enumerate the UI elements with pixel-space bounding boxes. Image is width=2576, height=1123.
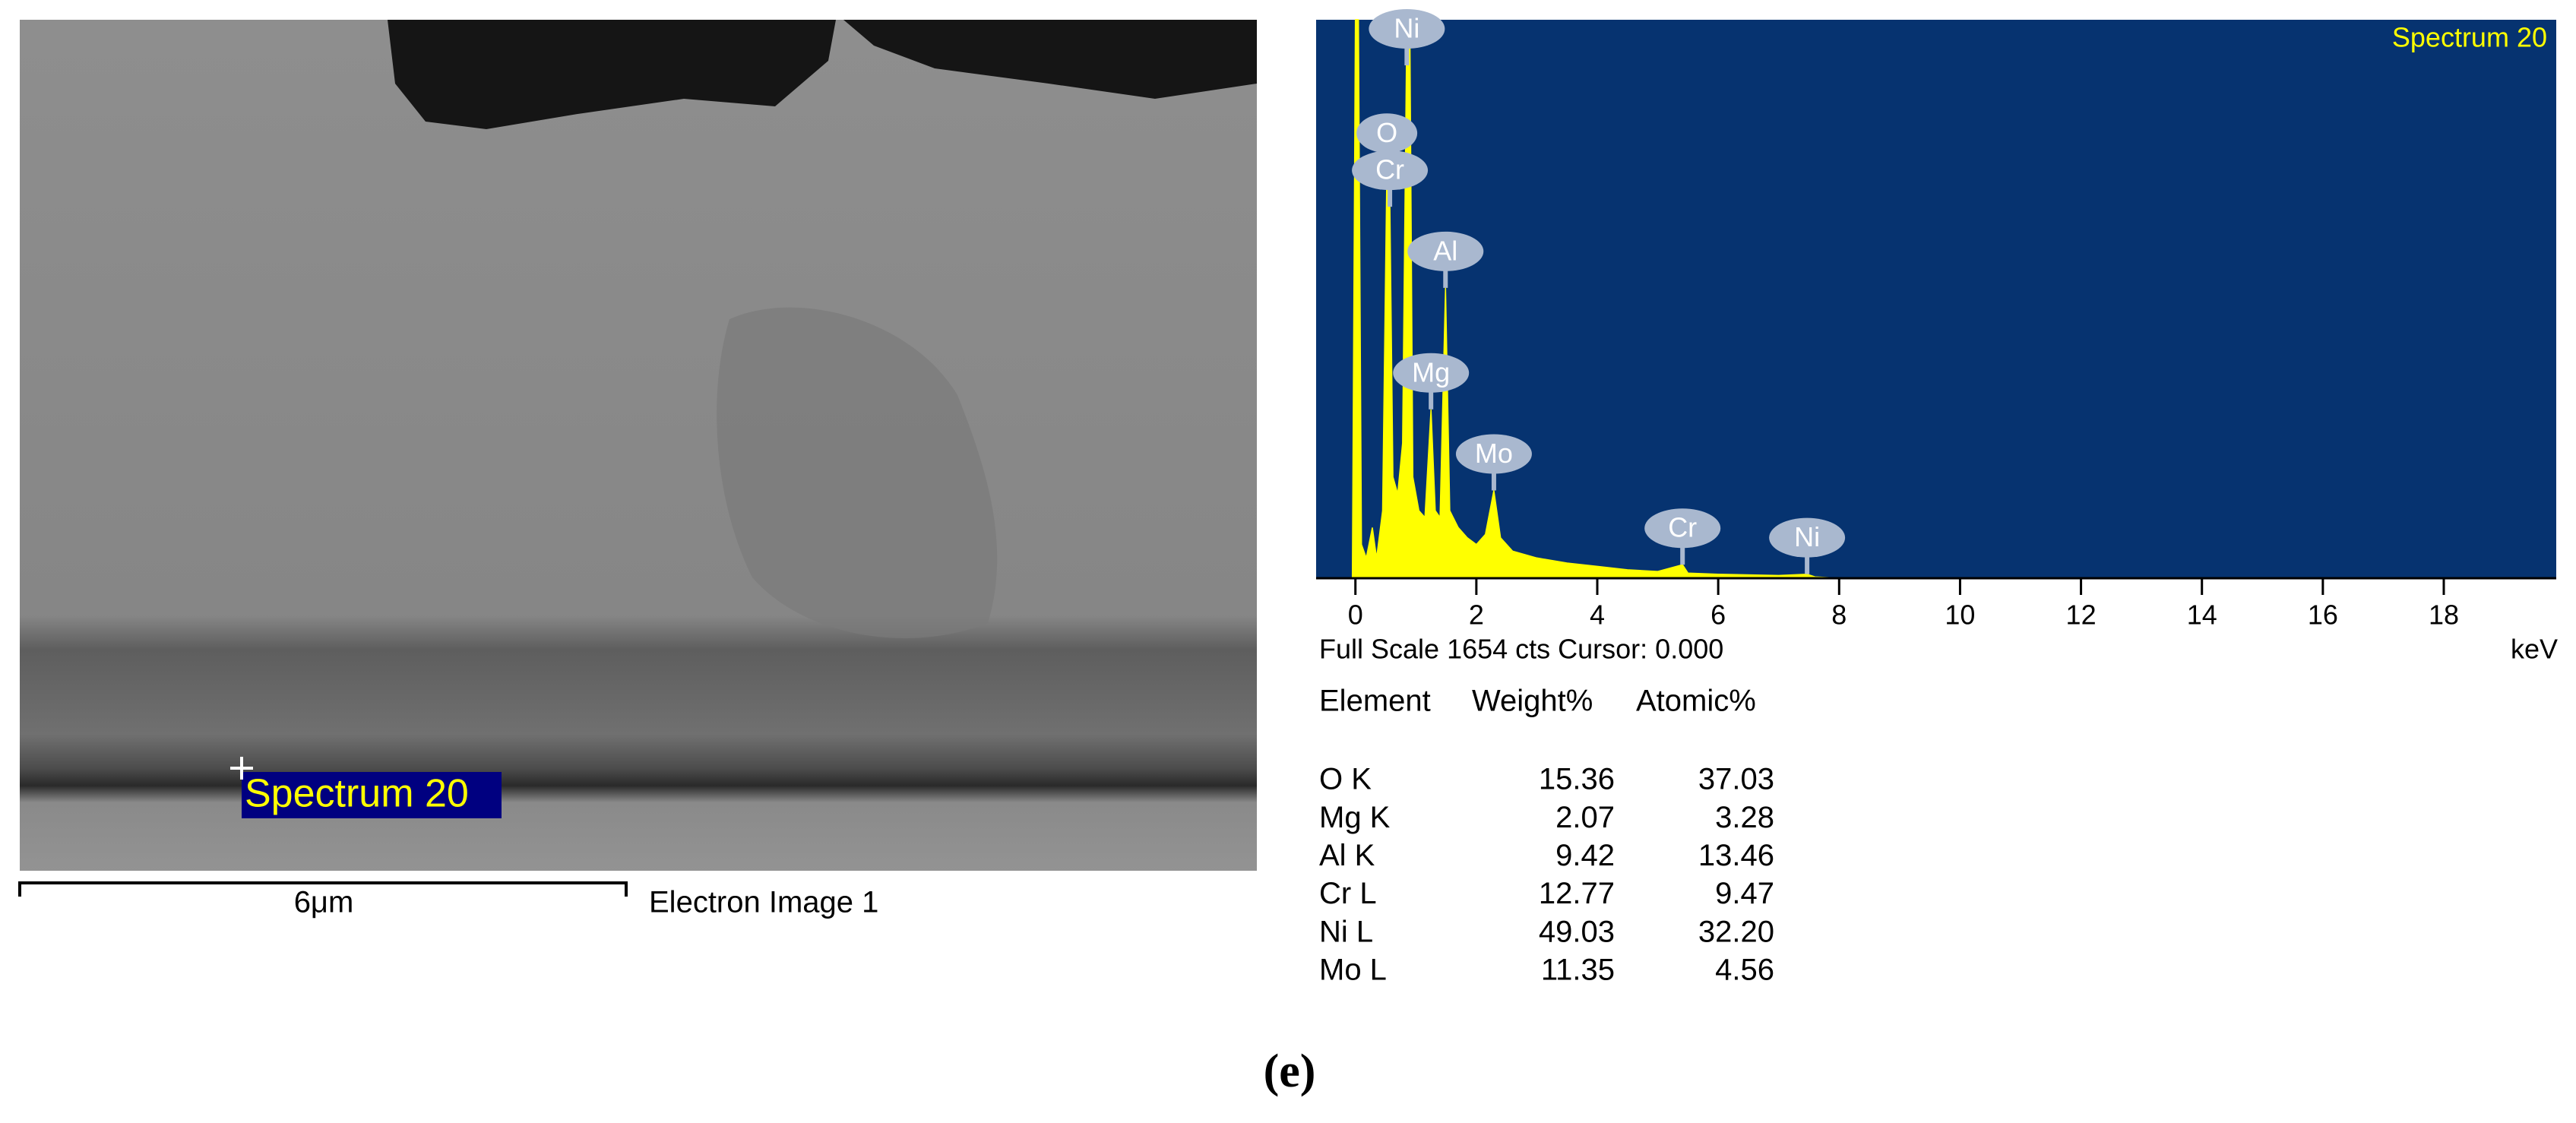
table-cell: 2.07 — [1555, 801, 1615, 834]
peak-label-bg — [1455, 434, 1532, 474]
table-cell: Mg K — [1319, 801, 1391, 834]
table-cell: 9.42 — [1555, 839, 1615, 872]
peak-label: Al — [1433, 235, 1457, 266]
x-tick-label: 0 — [1348, 599, 1363, 631]
table-cell: 37.03 — [1698, 763, 1774, 796]
x-tick-label: 10 — [1945, 599, 1975, 631]
spectrum-title: Spectrum 20 — [2392, 22, 2547, 53]
results-table: Element Weight% Atomic% O K 15.36 37.03 Mg K 2.… — [1319, 685, 1774, 987]
dark-region — [388, 20, 836, 129]
peak-label-bg — [1644, 508, 1721, 549]
table-cell: 4.56 — [1715, 954, 1774, 987]
peak-label: O — [1376, 117, 1397, 148]
table-cell: Ni L — [1319, 915, 1373, 948]
x-tick-label: 6 — [1710, 599, 1726, 631]
peak-label: Mo — [1475, 438, 1513, 469]
peak-label-bg — [1769, 517, 1846, 558]
table-cell: 9.47 — [1715, 877, 1774, 910]
spectrum-label: Spectrum 20 — [245, 772, 469, 816]
x-tick-label: 16 — [2308, 599, 2338, 631]
figure-label: (e) — [1264, 1045, 1316, 1097]
peak-label-bg — [1393, 353, 1470, 393]
x-tick-label: 12 — [2066, 599, 2097, 631]
image-caption: Electron Image 1 — [649, 886, 878, 919]
spectrum-box — [242, 772, 502, 818]
peak-label: Ni — [1394, 13, 1419, 44]
peak-label-bg — [1407, 231, 1484, 271]
x-axis-label: keV — [2511, 634, 2558, 665]
x-tick-label: 4 — [1590, 599, 1605, 631]
table-cell: Cr L — [1319, 877, 1377, 910]
x-tick-label: 2 — [1469, 599, 1484, 631]
x-tick-label: 18 — [2429, 599, 2459, 631]
textured-region — [717, 307, 998, 638]
table-cell: 13.46 — [1698, 839, 1774, 872]
table-cell: 11.35 — [1541, 954, 1615, 987]
table-header: Atomic% — [1636, 685, 1756, 718]
peak-label-bg — [1356, 113, 1418, 153]
table-cell: 49.03 — [1539, 915, 1615, 948]
x-tick-label: 14 — [2187, 599, 2217, 631]
table-cell: 15.36 — [1539, 763, 1615, 796]
spectrum: Spectrum 20 keV Full Scale 1654 cts Curs… — [1316, 9, 2558, 665]
electron-image: Spectrum 20 6μm Electron Image 1 — [18, 20, 1257, 919]
table-cell: Mo L — [1319, 954, 1387, 987]
peak-label: Mg — [1412, 356, 1450, 388]
peak-label: Ni — [1794, 521, 1820, 552]
table-cell: Al K — [1319, 839, 1375, 872]
x-tick-label: 8 — [1831, 599, 1847, 631]
peak-label: Cr — [1668, 512, 1697, 543]
peak-label: Cr — [1375, 154, 1404, 185]
table-header: Element — [1319, 685, 1431, 718]
scale-bar-label: 6μm — [294, 886, 354, 919]
table-cell: 12.77 — [1539, 877, 1615, 910]
peak-label-bg — [1352, 150, 1429, 191]
info-line: Full Scale 1654 cts Cursor: 0.000 — [1319, 634, 1723, 665]
scale-bar — [18, 881, 628, 897]
dark-region — [843, 20, 1257, 99]
sem-image — [20, 20, 1257, 871]
table-header: Weight% — [1472, 685, 1593, 718]
table-cell: O K — [1319, 763, 1372, 796]
table-cell: 3.28 — [1715, 801, 1774, 834]
plot-background — [1316, 20, 2556, 578]
crosshair — [230, 757, 253, 780]
table-cell: 32.20 — [1698, 915, 1774, 948]
peak-label-bg — [1369, 9, 1445, 49]
